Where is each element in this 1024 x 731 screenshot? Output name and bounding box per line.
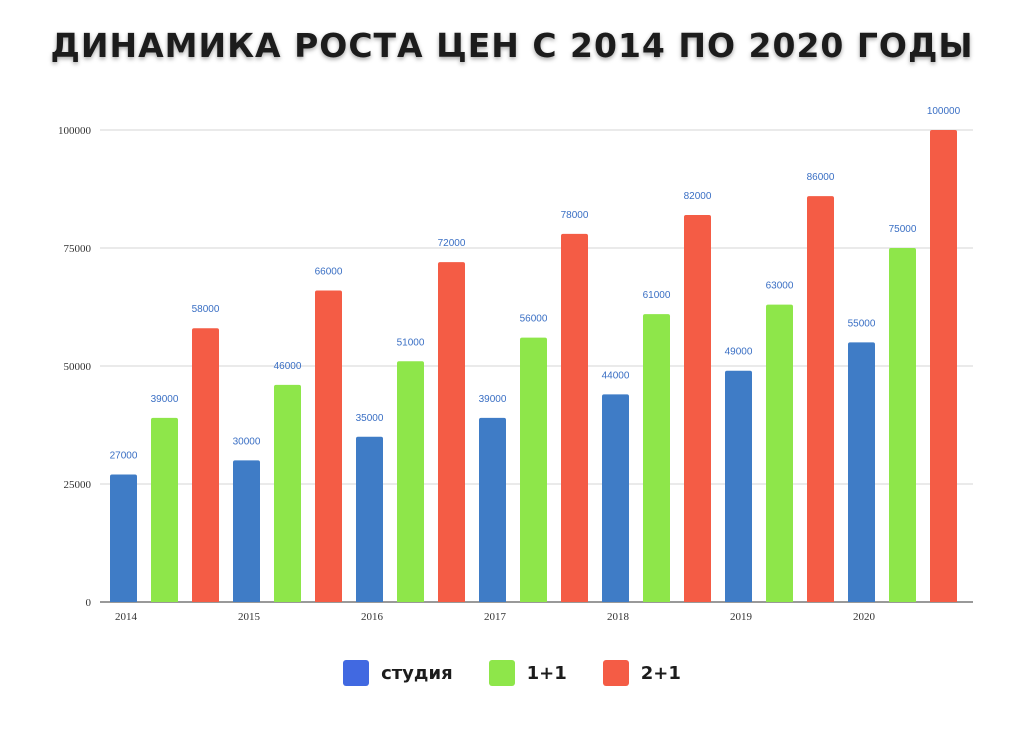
bar — [643, 314, 670, 602]
y-tick-label: 75000 — [64, 243, 92, 255]
data-label: 39000 — [479, 394, 507, 405]
legend-swatch — [602, 660, 629, 686]
bar — [479, 417, 506, 602]
data-label: 82000 — [684, 191, 712, 202]
bar — [274, 384, 301, 602]
chart-title: ДИНАМИКА РОСТА ЦЕН С 2014 ПО 2020 ГОДЫ — [50, 26, 974, 65]
bar — [561, 233, 588, 602]
data-label: 100000 — [927, 106, 961, 117]
y-tick-label: 0 — [86, 597, 92, 609]
data-label: 58000 — [192, 304, 220, 315]
data-label: 56000 — [520, 314, 548, 325]
x-tick-label: 2016 — [361, 611, 384, 623]
bar — [807, 196, 834, 602]
data-labels: 27000 39000 58000 30000 46000 66000 35000 51000… — [110, 106, 961, 462]
bar — [315, 290, 342, 602]
y-tick-label: 25000 — [64, 479, 92, 491]
y-tick-label: 100000 — [58, 125, 92, 137]
legend-label: студия — [381, 662, 453, 684]
bars — [110, 130, 957, 602]
data-label: 75000 — [889, 224, 917, 235]
data-label: 61000 — [643, 290, 671, 301]
legend: студия 1+1 2+1 — [0, 660, 1024, 686]
data-label: 55000 — [848, 318, 876, 329]
bar — [848, 342, 875, 602]
data-label: 30000 — [233, 436, 261, 447]
data-label: 78000 — [561, 210, 589, 221]
data-label: 35000 — [356, 413, 384, 424]
data-label: 39000 — [151, 394, 179, 405]
data-label: 44000 — [602, 370, 630, 381]
legend-item: студия — [343, 660, 453, 686]
x-tick-label: 2018 — [607, 611, 630, 623]
y-tick-label: 50000 — [64, 361, 92, 373]
bar — [438, 262, 465, 602]
data-label: 72000 — [438, 238, 466, 249]
legend-item: 1+1 — [488, 660, 567, 686]
bar — [233, 460, 260, 602]
x-tick-label: 2015 — [238, 611, 261, 623]
bar — [151, 417, 178, 602]
bar — [725, 370, 752, 602]
x-tick-label: 2020 — [853, 611, 876, 623]
legend-swatch — [488, 660, 515, 686]
x-tick-label: 2014 — [115, 611, 138, 623]
data-label: 49000 — [725, 347, 753, 358]
legend-label: 2+1 — [640, 662, 681, 684]
legend-item: 2+1 — [602, 660, 681, 686]
x-tick-label: 2019 — [730, 611, 753, 623]
legend-swatch — [343, 660, 370, 686]
legend-label: 1+1 — [526, 662, 567, 684]
data-label: 86000 — [807, 172, 835, 183]
bar — [766, 304, 793, 602]
data-label: 27000 — [110, 451, 138, 462]
bar — [356, 436, 383, 602]
bar — [192, 328, 219, 602]
bar — [602, 394, 629, 602]
data-label: 46000 — [274, 361, 302, 372]
data-label: 51000 — [397, 337, 425, 348]
bar — [930, 130, 957, 602]
bar — [684, 214, 711, 602]
x-tick-label: 2017 — [484, 611, 507, 623]
bar — [397, 361, 424, 602]
axes: 0 25000 50000 75000 100000 2014 2015 2016 2017 20… — [58, 125, 973, 623]
data-label: 66000 — [315, 266, 343, 277]
bar — [110, 474, 137, 602]
data-label: 63000 — [766, 281, 794, 292]
bar — [889, 248, 916, 602]
bar — [520, 337, 547, 602]
